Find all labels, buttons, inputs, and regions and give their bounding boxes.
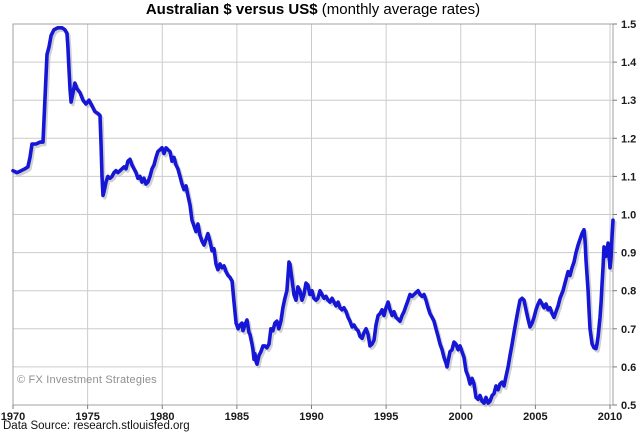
y-tick-label: 1.0 bbox=[621, 210, 636, 222]
y-tick-label: 1.5 bbox=[621, 19, 636, 31]
x-tick-label: 1985 bbox=[225, 411, 249, 423]
chart-title-subtitle: (monthly average rates) bbox=[317, 1, 481, 18]
y-tick-label: 1.2 bbox=[621, 133, 636, 145]
y-tick-label: 1.3 bbox=[621, 95, 636, 107]
chart-title: Australian $ versus US$ (monthly average… bbox=[0, 1, 626, 18]
y-tick-label: 1.4 bbox=[621, 57, 637, 69]
x-tick-label: 1970 bbox=[1, 411, 25, 423]
x-tick-label: 1975 bbox=[75, 411, 99, 423]
x-tick-label: 2010 bbox=[598, 411, 622, 423]
x-tick-label: 1995 bbox=[374, 411, 398, 423]
data-source-note: Data Source: research.stlouisfed.org bbox=[3, 420, 190, 432]
x-tick-label: 1990 bbox=[299, 411, 323, 423]
y-tick-label: 0.7 bbox=[621, 324, 636, 336]
copyright-watermark: © FX Investment Strategies bbox=[17, 374, 157, 386]
chart-title-main: Australian $ versus US$ bbox=[145, 1, 318, 18]
x-tick-label: 1980 bbox=[150, 411, 174, 423]
series-line-aud-usd bbox=[11, 26, 615, 405]
y-tick-label: 0.9 bbox=[621, 248, 636, 260]
y-tick-label: 0.6 bbox=[621, 362, 636, 374]
x-tick-label: 2000 bbox=[449, 411, 473, 423]
y-tick-label: 0.8 bbox=[621, 286, 636, 298]
y-tick-label: 1.1 bbox=[621, 171, 636, 183]
series-line-shadow bbox=[12, 28, 617, 408]
x-tick-label: 2005 bbox=[523, 411, 547, 423]
y-tick-label: 0.5 bbox=[621, 400, 636, 412]
